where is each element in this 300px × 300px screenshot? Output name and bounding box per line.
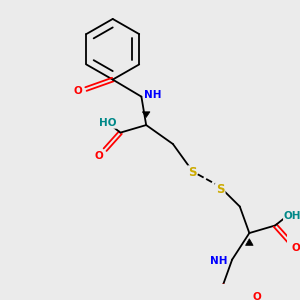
Text: O: O — [95, 151, 104, 161]
Text: OH: OH — [284, 211, 300, 221]
Text: S: S — [188, 166, 196, 179]
Polygon shape — [142, 112, 150, 118]
Text: NH: NH — [144, 90, 162, 100]
Text: O: O — [292, 243, 300, 253]
Text: O: O — [253, 292, 261, 300]
Text: S: S — [216, 183, 225, 196]
Polygon shape — [245, 239, 253, 245]
Text: O: O — [74, 86, 83, 96]
Text: HO: HO — [99, 118, 117, 128]
Text: NH: NH — [210, 256, 227, 266]
